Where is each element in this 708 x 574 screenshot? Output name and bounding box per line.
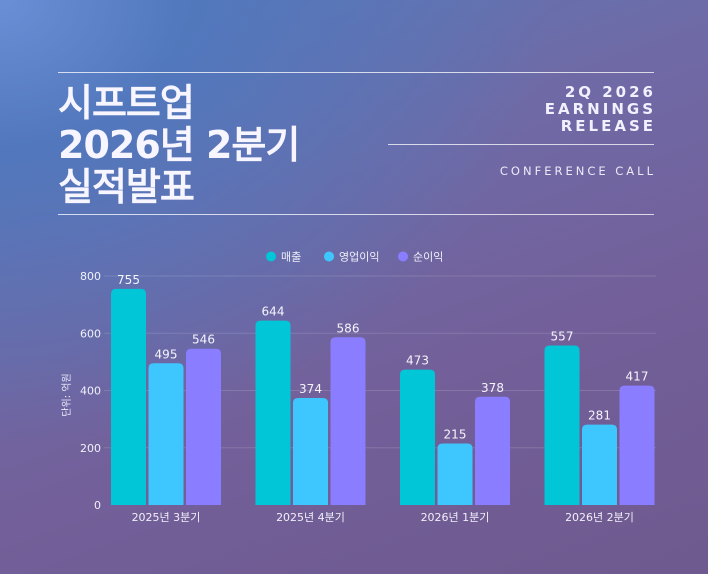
y-tick-label: 600 xyxy=(80,327,101,340)
bar xyxy=(111,288,146,505)
bar xyxy=(255,320,291,505)
legend-swatch xyxy=(266,251,276,262)
english-line-2: EARNINGS xyxy=(544,100,656,118)
bar xyxy=(475,396,510,505)
y-tick-label: 200 xyxy=(80,442,101,455)
bar-value-label: 495 xyxy=(155,347,178,361)
legend-label: 순이익 xyxy=(413,251,443,264)
bottom-rule xyxy=(58,214,654,215)
english-line-1: 2Q 2026 xyxy=(564,83,656,101)
bar-value-label: 546 xyxy=(192,333,215,347)
x-tick-label: 2025년 4분기 xyxy=(276,511,345,524)
bar-value-label: 374 xyxy=(299,382,322,396)
bar-value-label: 378 xyxy=(481,381,504,395)
title-line-1: 시프트업 xyxy=(58,81,195,125)
y-axis-ticks: 0 200 400 600 800 xyxy=(80,270,101,512)
bar xyxy=(437,443,473,505)
legend: 매출 영업이익 순이익 xyxy=(266,251,443,264)
bar xyxy=(330,337,366,505)
bar-value-label: 644 xyxy=(262,305,285,319)
y-tick-label: 400 xyxy=(80,385,101,398)
y-tick-label: 0 xyxy=(94,499,101,512)
legend-swatch xyxy=(398,251,408,262)
y-tick-label: 800 xyxy=(80,270,101,283)
x-tick-label: 2025년 3분기 xyxy=(132,511,201,524)
bar-value-label: 755 xyxy=(117,273,140,287)
title-line-2: 2026년 2분기 xyxy=(58,123,300,167)
bar xyxy=(582,424,617,505)
legend-swatch xyxy=(324,251,334,262)
value-labels: 755 495 546 644 374 586 473 215 378 557 281 417 xyxy=(117,273,648,442)
top-rule xyxy=(58,72,654,73)
legend-label: 매출 xyxy=(281,251,301,264)
bar-value-label: 417 xyxy=(626,370,649,384)
right-mid-rule xyxy=(388,144,654,145)
english-heading: 2Q 2026 EARNINGS RELEASE xyxy=(545,84,656,135)
bar-value-label: 586 xyxy=(337,321,360,335)
bars xyxy=(111,288,655,505)
bar-value-label: 215 xyxy=(444,427,467,441)
bar xyxy=(186,348,221,505)
x-tick-label: 2026년 1분기 xyxy=(421,511,490,524)
page-title: 시프트업 2026년 2분기 실적발표 xyxy=(58,81,300,209)
bar-value-label: 473 xyxy=(406,354,429,368)
bar-value-label: 281 xyxy=(588,409,611,423)
x-axis-ticks: 2025년 3분기 2025년 4분기 2026년 1분기 2026년 2분기 xyxy=(132,511,634,524)
conference-call-label: CONFERENCE CALL xyxy=(499,164,656,178)
bar xyxy=(544,345,580,505)
bar xyxy=(293,397,328,505)
bar-value-label: 557 xyxy=(551,330,574,344)
legend-label: 영업이익 xyxy=(339,251,379,264)
y-axis-label: 단위: 억원 xyxy=(60,373,73,416)
bar xyxy=(148,363,184,505)
bar xyxy=(619,385,655,505)
bar xyxy=(400,369,435,505)
english-line-3: RELEASE xyxy=(560,117,656,135)
x-tick-label: 2026년 2분기 xyxy=(565,511,634,524)
title-line-3: 실적발표 xyxy=(58,165,195,209)
